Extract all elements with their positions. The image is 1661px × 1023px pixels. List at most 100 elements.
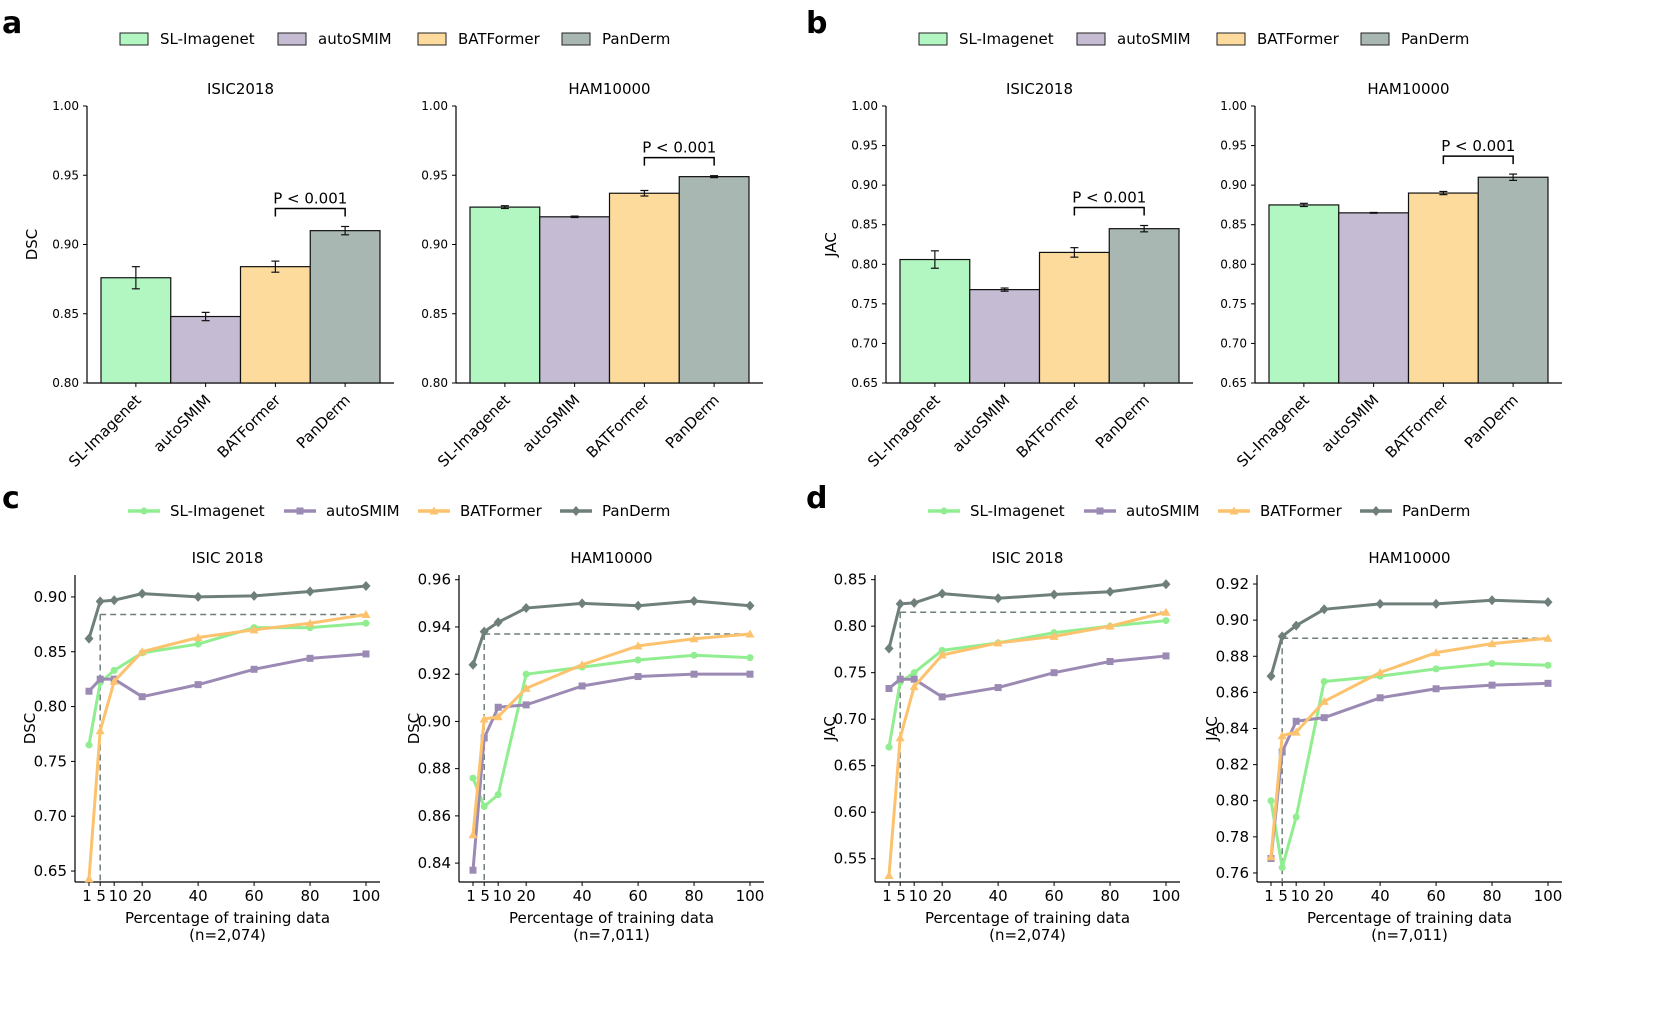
marker-autosmim bbox=[578, 682, 586, 690]
y-tick-label: 0.94 bbox=[418, 618, 451, 636]
y-tick-label: 0.80 bbox=[1220, 257, 1247, 271]
y-tick-label: 0.85 bbox=[34, 643, 67, 661]
marker-autosmim bbox=[634, 673, 642, 681]
bar-autosmim bbox=[1338, 212, 1410, 384]
x-tick-label-autosmim: autoSMIM bbox=[949, 391, 1014, 456]
marker-autosmim bbox=[1292, 717, 1300, 725]
x-tick-label: 20 bbox=[517, 887, 536, 905]
marker-autosmim bbox=[1096, 507, 1104, 515]
marker-autosmim bbox=[480, 734, 488, 742]
marker-batformer bbox=[493, 712, 503, 721]
x-tick-label: 40 bbox=[573, 887, 592, 905]
y-tick-label: 0.92 bbox=[418, 665, 451, 683]
marker-sl-imagenet bbox=[1278, 864, 1286, 872]
bar-batformer bbox=[1407, 192, 1479, 384]
series-sl-imagenet bbox=[885, 617, 1170, 751]
marker-autosmim bbox=[1376, 694, 1384, 702]
y-tick-label: 0.80 bbox=[34, 698, 67, 716]
marker-autosmim bbox=[194, 681, 202, 689]
significance-label: P < 0.001 bbox=[642, 139, 716, 157]
marker-panderm bbox=[895, 598, 905, 609]
y-tick-label: 0.55 bbox=[834, 850, 867, 868]
series-line-sl-imagenet bbox=[471, 653, 751, 808]
x-tick-label: 5 bbox=[896, 887, 906, 905]
marker-sl-imagenet bbox=[494, 791, 502, 799]
legend-label-batformer: BATFormer bbox=[1260, 502, 1343, 520]
series-sl-imagenet bbox=[1267, 659, 1552, 872]
marker-autosmim bbox=[746, 670, 754, 678]
marker-sl-imagenet bbox=[910, 669, 918, 677]
marker-panderm bbox=[1105, 586, 1115, 597]
legend-item-sl-imagenet: SL-Imagenet bbox=[918, 30, 1054, 48]
legend-swatch-panderm bbox=[561, 32, 591, 46]
x-tick-label: 10 bbox=[909, 887, 928, 905]
panel-letter-a: a bbox=[2, 6, 22, 41]
marker-sl-imagenet bbox=[469, 774, 477, 782]
y-tick-label: 0.70 bbox=[34, 807, 67, 825]
panel-letter-b: b bbox=[806, 6, 827, 41]
y-tick-label: 0.88 bbox=[418, 760, 451, 778]
y-tick-label: 0.80 bbox=[851, 257, 878, 271]
series-line-batformer bbox=[87, 612, 367, 879]
chart-title: HAM10000 bbox=[1367, 80, 1449, 98]
x-tick-label: 5 bbox=[96, 887, 106, 905]
marker-panderm bbox=[137, 588, 147, 599]
marker-panderm bbox=[84, 633, 94, 644]
y-tick-label: 0.90 bbox=[1220, 178, 1247, 192]
legend-label-panderm: PanDerm bbox=[602, 502, 670, 520]
marker-panderm bbox=[1487, 595, 1497, 606]
series-panderm bbox=[468, 595, 755, 670]
series-autosmim bbox=[1267, 679, 1552, 863]
marker-batformer bbox=[193, 632, 203, 641]
marker-sl-imagenet bbox=[194, 640, 202, 648]
panel-b-header: b SL-Imagenet autoSMIM BATFormer PanDerm bbox=[806, 6, 1469, 48]
marker-sl-imagenet bbox=[1292, 813, 1300, 821]
marker-autosmim bbox=[1162, 652, 1170, 660]
y-tick-label: 0.90 bbox=[52, 238, 79, 252]
x-tick-label: 10 bbox=[109, 887, 128, 905]
y-tick-label: 0.86 bbox=[418, 807, 451, 825]
legend-label-panderm: PanDerm bbox=[1401, 30, 1469, 48]
y-tick-label: 0.65 bbox=[34, 862, 67, 880]
y-tick-label: 0.80 bbox=[834, 617, 867, 635]
x-tick-label: 40 bbox=[1371, 887, 1390, 905]
series-line-sl-imagenet bbox=[87, 621, 367, 746]
marker-batformer bbox=[95, 726, 105, 735]
series-autosmim bbox=[85, 650, 370, 701]
marker-sl-imagenet bbox=[634, 656, 642, 664]
bar-panderm bbox=[309, 230, 381, 384]
bar-sl-imagenet bbox=[899, 258, 971, 384]
marker-panderm bbox=[1277, 631, 1287, 642]
significance-bracket bbox=[643, 156, 715, 166]
marker-autosmim bbox=[138, 693, 146, 701]
x-tick-label-batformer: BATFormer bbox=[583, 391, 654, 462]
marker-panderm bbox=[1161, 579, 1171, 590]
legend-label-sl-imagenet: SL-Imagenet bbox=[970, 502, 1065, 520]
legend-label-autosmim: autoSMIM bbox=[326, 502, 400, 520]
marker-batformer bbox=[884, 870, 894, 879]
legend-label-sl-imagenet: SL-Imagenet bbox=[959, 30, 1054, 48]
marker-batformer bbox=[937, 650, 947, 659]
bar-autosmim bbox=[539, 216, 611, 384]
x-tick-label: 10 bbox=[1291, 887, 1310, 905]
x-tick-label: 80 bbox=[1100, 887, 1119, 905]
y-axis-label: JAC bbox=[821, 716, 839, 742]
marker-panderm bbox=[249, 590, 259, 601]
series-autosmim bbox=[469, 670, 754, 874]
y-tick-label: 0.75 bbox=[851, 297, 878, 311]
marker-sl-imagenet bbox=[110, 666, 118, 674]
bar-autosmim bbox=[170, 315, 242, 384]
marker-batformer bbox=[1375, 668, 1385, 677]
marker-panderm bbox=[993, 593, 1003, 604]
series-line-autosmim bbox=[471, 672, 750, 871]
marker-batformer bbox=[1319, 696, 1329, 705]
y-tick-label: 0.90 bbox=[418, 712, 451, 730]
x-tick-label-panderm: PanDerm bbox=[1092, 391, 1153, 452]
y-tick-label: 0.85 bbox=[851, 218, 878, 232]
marker-sl-imagenet bbox=[1267, 797, 1275, 805]
marker-panderm bbox=[689, 595, 699, 606]
marker-autosmim bbox=[910, 675, 918, 683]
significance-label: P < 0.001 bbox=[273, 189, 347, 207]
legend-swatch-batformer bbox=[417, 32, 447, 46]
